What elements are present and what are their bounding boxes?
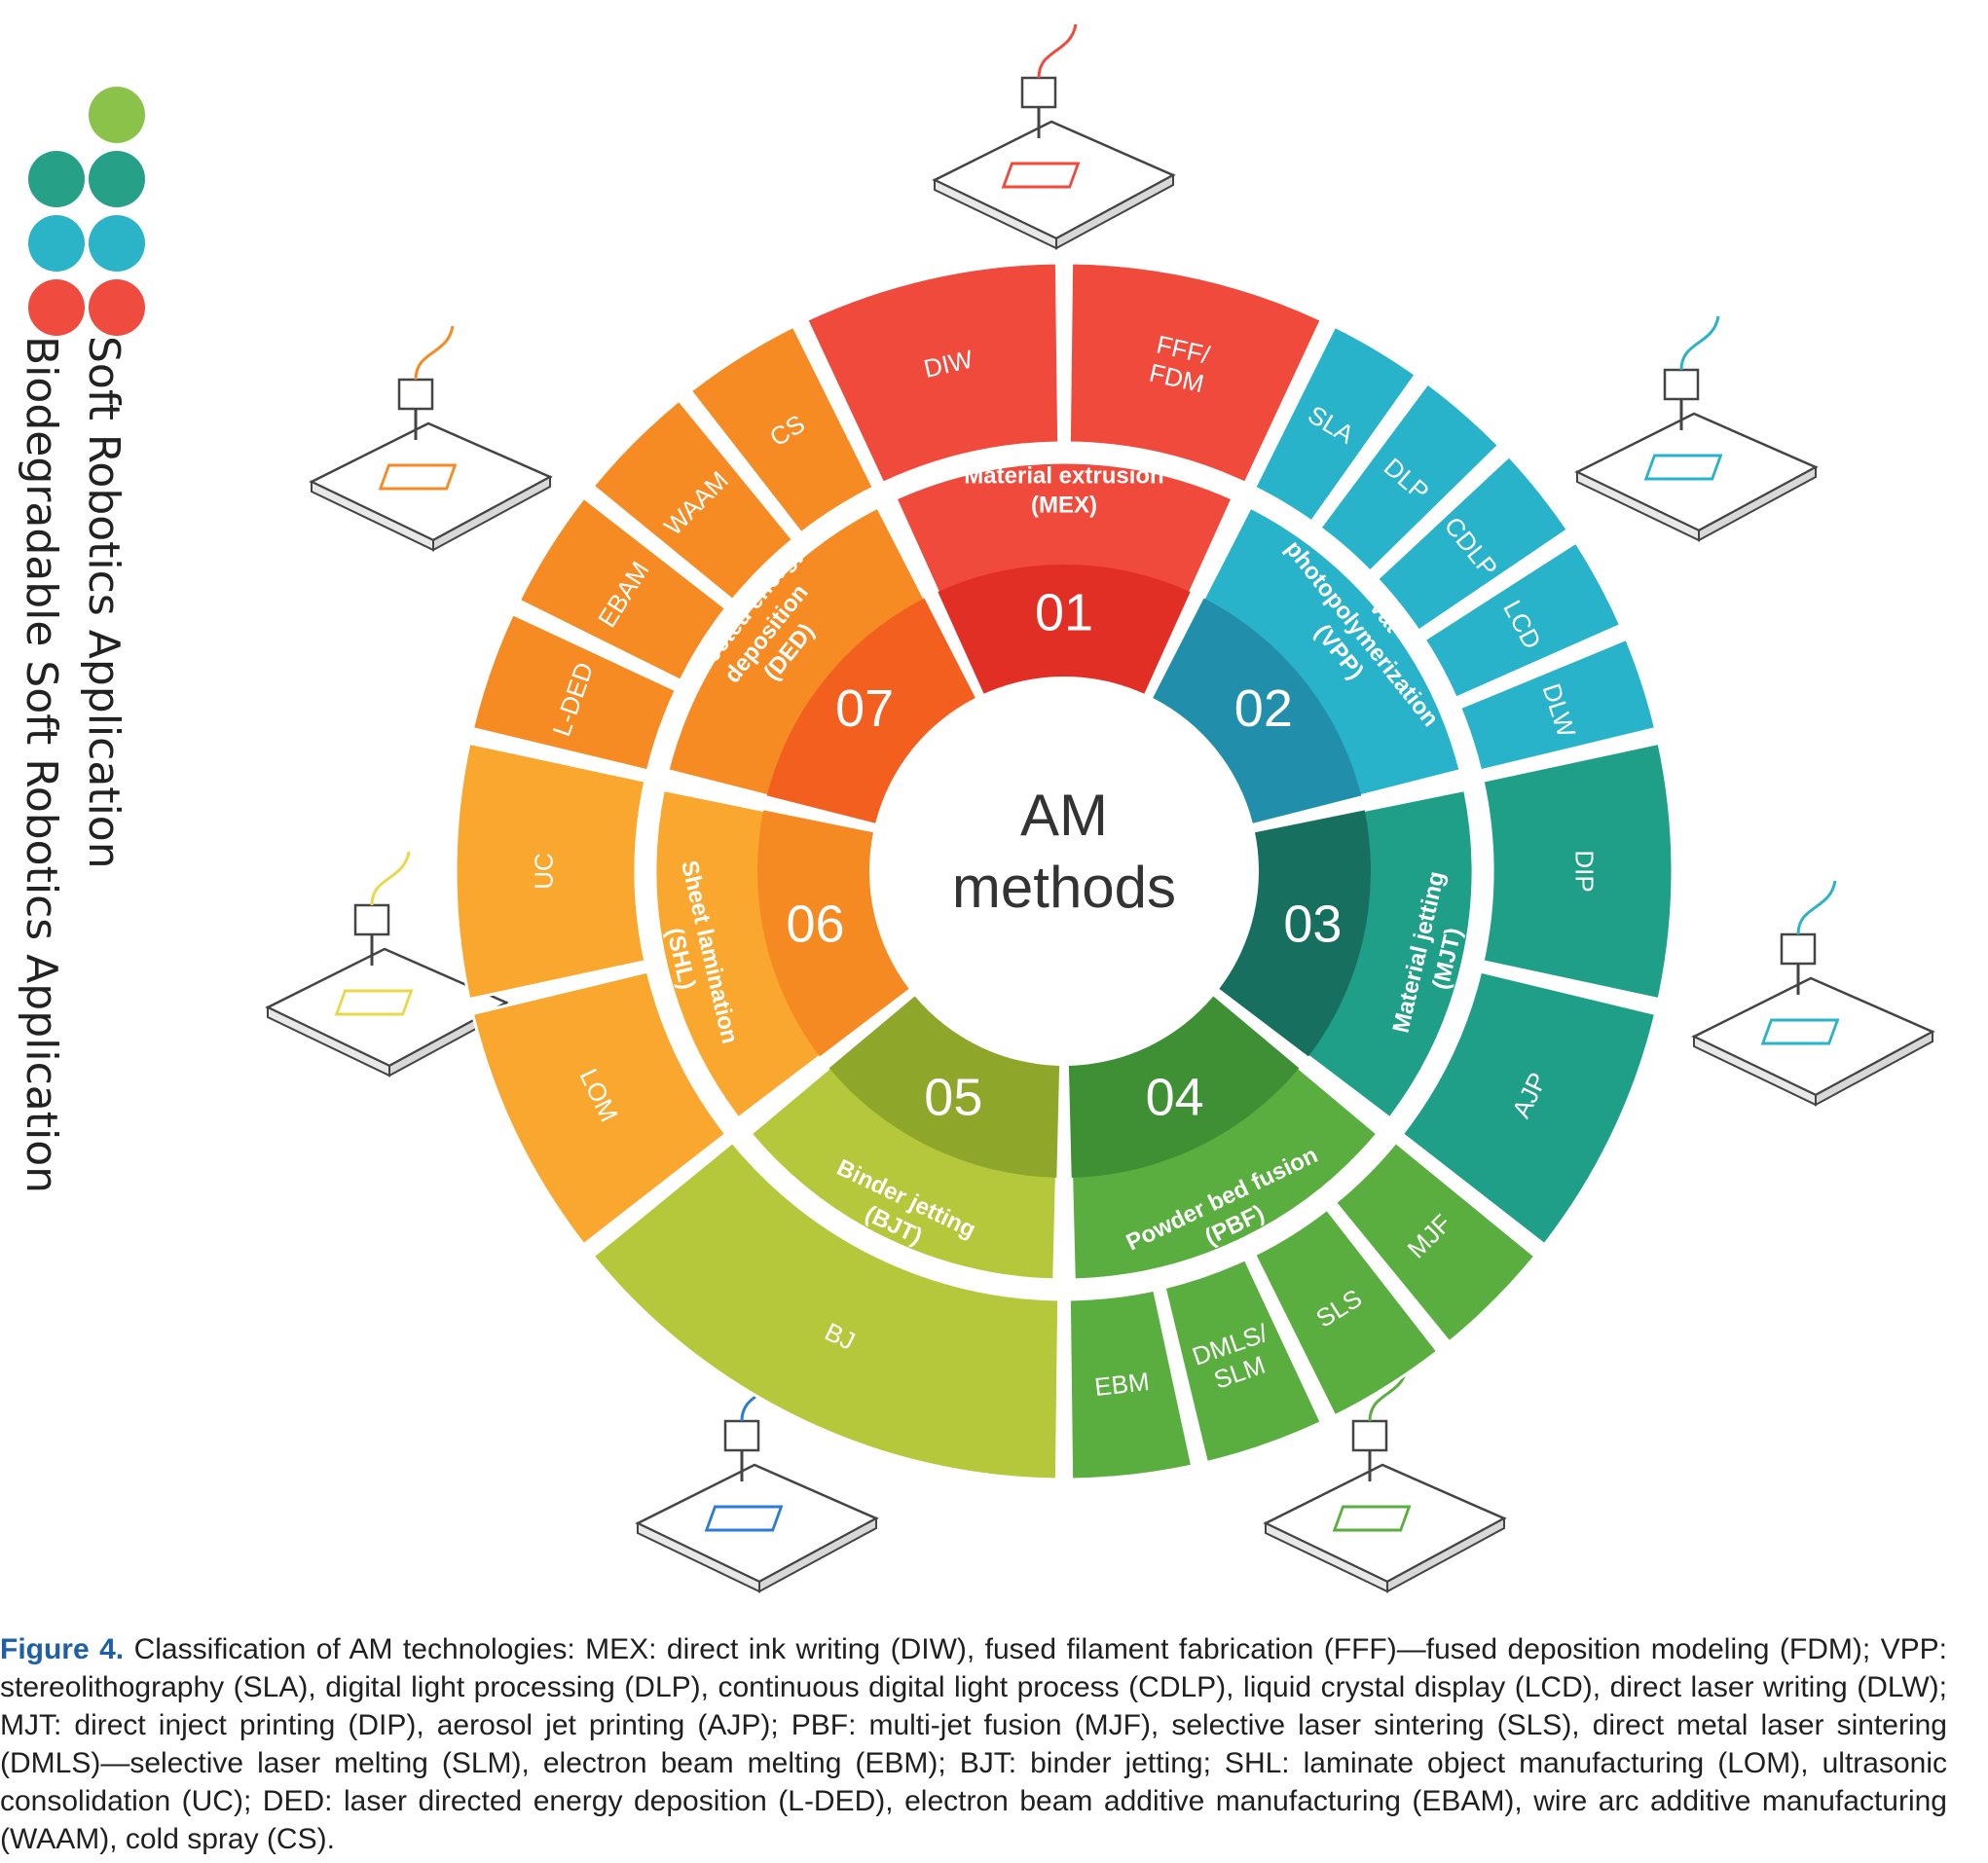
category-number: 05 xyxy=(924,1068,982,1126)
method-label-line: EBM xyxy=(1093,1367,1151,1402)
figure-label: Figure 4. xyxy=(0,1633,125,1665)
method-segment xyxy=(591,1140,1061,1481)
legend-dot xyxy=(28,151,85,207)
legend-dot xyxy=(28,215,85,272)
method-segment xyxy=(470,611,679,773)
method-label: EBM xyxy=(1093,1367,1151,1402)
printer-illustration-icon xyxy=(1691,880,1935,1107)
method-segment xyxy=(1333,1140,1537,1344)
category-number-zone xyxy=(1068,996,1300,1178)
printer-illustration-icon xyxy=(309,325,553,552)
method-segment xyxy=(1252,324,1418,524)
method-segment xyxy=(1375,454,1570,634)
category-number-zone xyxy=(1153,598,1362,823)
printer-illustrations xyxy=(265,23,1935,1593)
method-segment xyxy=(804,261,1061,486)
legend-biodegradable-label: Biodegradable Soft Robotics Application xyxy=(17,336,66,1194)
printer-illustration-icon xyxy=(1263,1367,1507,1593)
figure-caption: Figure 4. Classification of AM technolog… xyxy=(0,1630,1947,1858)
method-label: UC xyxy=(529,853,558,890)
legend-dot xyxy=(89,215,145,272)
method-segment xyxy=(1457,637,1658,773)
legend-dot xyxy=(89,151,145,207)
category-number-zone xyxy=(938,565,1191,694)
category-number-zone xyxy=(757,810,909,1057)
method-segment xyxy=(1317,381,1501,574)
legend-dot xyxy=(89,279,145,336)
category-number: 06 xyxy=(787,895,845,954)
method-segment xyxy=(1067,1288,1195,1481)
category-number: 01 xyxy=(1035,583,1093,641)
method-segment xyxy=(1481,741,1675,1002)
category-name: Material extrusion (MEX) xyxy=(964,462,1163,518)
method-segment xyxy=(591,398,795,603)
category-number-zone xyxy=(766,598,976,823)
method-segment xyxy=(454,741,647,1002)
method-label: DIP xyxy=(1570,850,1600,892)
printer-illustration-icon xyxy=(1574,315,1819,542)
category-number-zone xyxy=(1219,810,1372,1057)
category-number: 04 xyxy=(1146,1068,1204,1126)
printer-illustration-icon xyxy=(635,1367,879,1593)
legend-dot xyxy=(28,279,85,336)
category-number: 07 xyxy=(835,679,894,738)
category-name-line: (MEX) xyxy=(1031,492,1097,518)
method-segment xyxy=(1067,261,1324,486)
legend-soft-robotics-label: Soft Robotics Application xyxy=(79,336,129,869)
center-title: AM methods xyxy=(952,783,1176,920)
method-segment xyxy=(1162,1257,1324,1465)
printer-illustration-icon xyxy=(932,23,1176,250)
method-segment xyxy=(1400,969,1658,1247)
category-name-line: Material extrusion xyxy=(964,462,1163,489)
method-segment xyxy=(688,324,876,535)
category-number: 03 xyxy=(1283,895,1342,954)
legend-dots xyxy=(28,87,145,336)
category-number-zone xyxy=(828,996,1060,1178)
method-segment xyxy=(470,969,728,1247)
method-segment xyxy=(1422,540,1623,701)
center-title-am: AM xyxy=(1020,783,1108,848)
legend-dot xyxy=(89,87,145,143)
method-segment xyxy=(1252,1207,1440,1418)
category-number: 02 xyxy=(1234,679,1293,738)
method-label-line: UC xyxy=(529,853,558,890)
figure-caption-text: Classification of AM technologies: MEX: … xyxy=(0,1633,1947,1855)
center-title-methods: methods xyxy=(952,855,1176,920)
method-segment xyxy=(517,495,728,683)
method-label-line: DIP xyxy=(1570,850,1600,892)
